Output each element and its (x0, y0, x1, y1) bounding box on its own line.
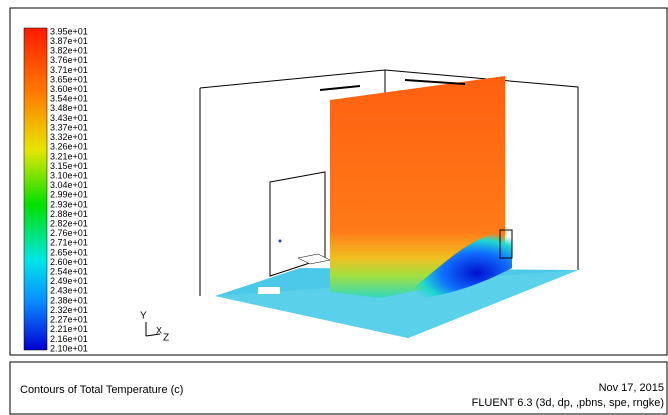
colorbar-label: 2.27e+01 (50, 315, 88, 325)
colorbar-label: 3.43e+01 (50, 113, 88, 123)
colorbar-label: 2.93e+01 (50, 199, 88, 209)
colorbar-label: 3.76e+01 (50, 55, 88, 65)
colorbar-label: 2.99e+01 (50, 190, 88, 200)
colorbar-label: 3.32e+01 (50, 132, 88, 142)
colorbar-label: 2.76e+01 (50, 228, 88, 238)
colorbar-label: 2.32e+01 (50, 305, 88, 315)
colorbar-label: 2.21e+01 (50, 324, 88, 334)
colorbar-label: 3.95e+01 (50, 26, 88, 36)
axis-label: Z (163, 333, 169, 344)
plot-title: Contours of Total Temperature (c) (20, 384, 183, 396)
colorbar-label: 3.71e+01 (50, 65, 88, 75)
colorbar-label: 2.54e+01 (50, 267, 88, 277)
fluent-window: 3.95e+013.87e+013.82e+013.76e+013.71e+01… (0, 0, 668, 415)
colorbar-label: 3.37e+01 (50, 122, 88, 132)
colorbar-label: 2.88e+01 (50, 209, 88, 219)
colorbar-label: 3.65e+01 (50, 74, 88, 84)
colorbar-label: 3.54e+01 (50, 94, 88, 104)
axis-label: X (156, 325, 162, 335)
door-knob (279, 240, 282, 243)
colorbar-label: 2.60e+01 (50, 257, 88, 267)
colorbar-label: 2.82e+01 (50, 218, 88, 228)
colorbar-label: 3.15e+01 (50, 161, 88, 171)
colorbar-label: 3.26e+01 (50, 142, 88, 152)
colorbar-label: 2.16e+01 (50, 334, 88, 344)
colorbar-label: 3.87e+01 (50, 36, 88, 46)
colorbar-label: 3.10e+01 (50, 170, 88, 180)
colorbar-label: 2.65e+01 (50, 247, 88, 257)
colorbar-label: 2.71e+01 (50, 238, 88, 248)
date: Nov 17, 2015 (599, 382, 664, 394)
colorbar-label: 2.43e+01 (50, 286, 88, 296)
colorbar-label: 3.21e+01 (50, 151, 88, 161)
version: FLUENT 6.3 (3d, dp, ,pbns, spe, rngke) (472, 397, 664, 409)
colorbar (24, 28, 47, 350)
colorbar-label: 3.04e+01 (50, 180, 88, 190)
colorbar-label: 2.49e+01 (50, 276, 88, 286)
colorbar-labels: 3.95e+013.87e+013.82e+013.76e+013.71e+01… (50, 26, 88, 353)
colorbar-label: 2.10e+01 (50, 343, 88, 353)
colorbar-label: 3.60e+01 (50, 84, 88, 94)
colorbar-label: 2.38e+01 (50, 295, 88, 305)
colorbar-label: 3.82e+01 (50, 46, 88, 56)
floor-vent (258, 287, 280, 294)
colorbar-label: 3.48e+01 (50, 103, 88, 113)
axis-label: Y (140, 311, 147, 322)
